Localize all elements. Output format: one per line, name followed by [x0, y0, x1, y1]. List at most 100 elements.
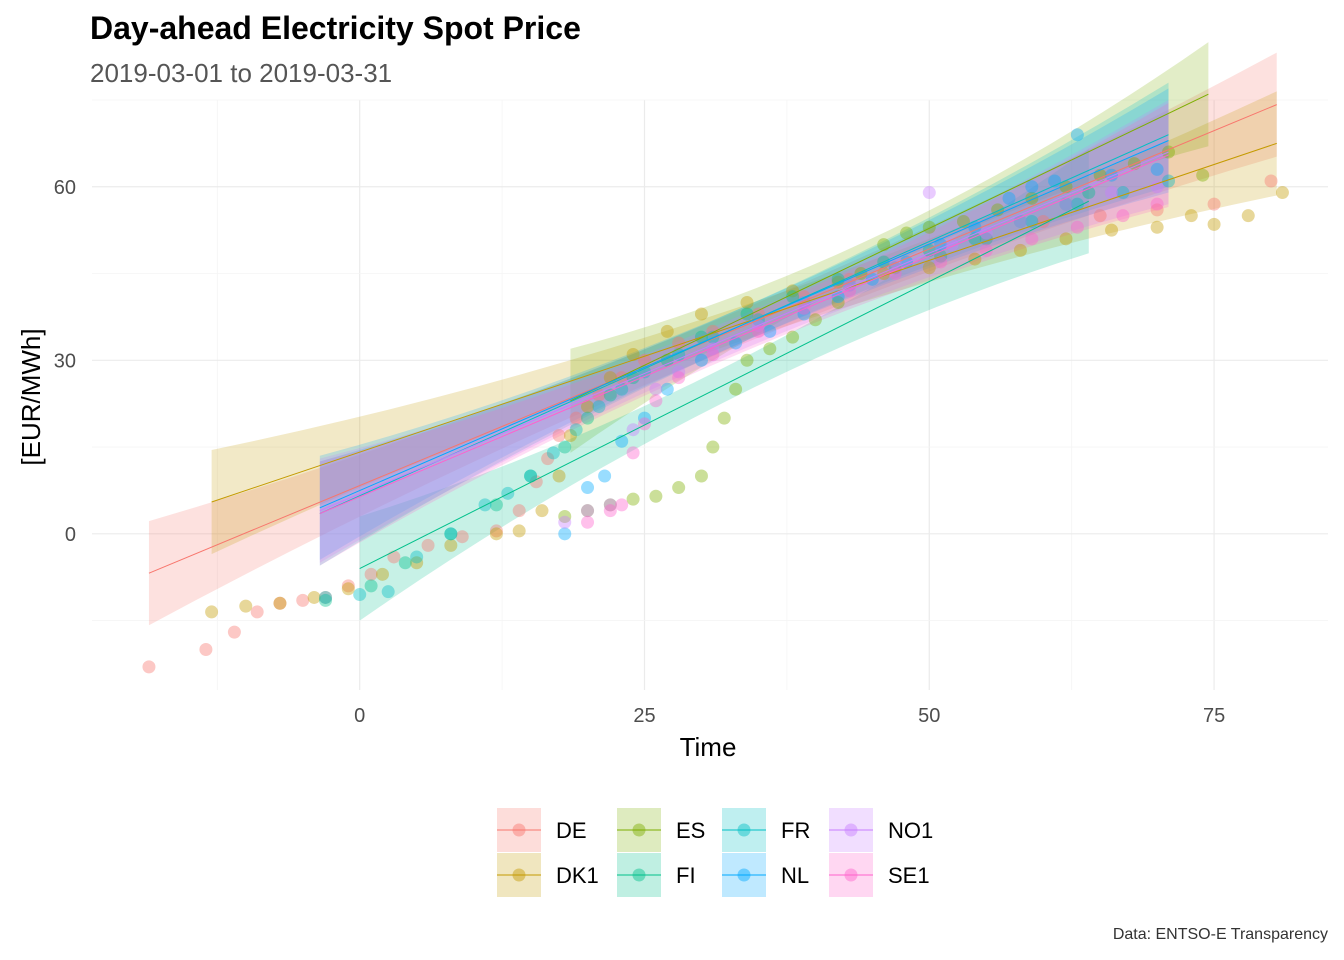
legend-key-point — [632, 823, 646, 837]
data-point-es — [808, 313, 822, 327]
data-point-dk1 — [1275, 186, 1289, 200]
data-point-dk1 — [626, 348, 640, 362]
data-point-no1 — [1150, 180, 1164, 194]
fit-line-dk1 — [211, 142, 1277, 503]
data-point-fi — [444, 527, 458, 541]
data-point-dk1 — [341, 582, 355, 596]
data-point-de — [1207, 197, 1221, 211]
data-point-dk1 — [1105, 223, 1119, 237]
x-axis-title: Time — [680, 732, 737, 762]
data-point-nl — [1002, 191, 1016, 205]
data-point-es — [740, 353, 754, 367]
data-point-se1 — [637, 417, 651, 431]
data-point-dk1 — [922, 261, 936, 275]
data-point-se1 — [649, 394, 663, 408]
data-point-fr — [1070, 197, 1084, 211]
data-point-se1 — [1025, 232, 1039, 246]
data-point-es — [717, 411, 731, 425]
data-point-fr — [592, 400, 606, 414]
data-point-fi — [489, 498, 503, 512]
data-point-fi — [558, 440, 572, 454]
data-point-de — [421, 538, 435, 552]
data-point-se1 — [615, 498, 629, 512]
data-point-dk1 — [375, 567, 389, 581]
x-tick-label: 25 — [633, 705, 655, 727]
data-point-fi — [786, 290, 800, 304]
legend-label: NL — [781, 863, 809, 888]
data-point-nl — [1150, 162, 1164, 176]
data-point-es — [922, 220, 936, 234]
data-point-dk1 — [581, 400, 595, 414]
data-point-dk1 — [660, 324, 674, 338]
data-point-no1 — [626, 423, 640, 437]
data-point-no1 — [649, 382, 663, 396]
data-points — [142, 128, 1289, 674]
data-point-nl — [1025, 180, 1039, 194]
data-point-dk1 — [1150, 220, 1164, 234]
legend-item-es: ES — [617, 808, 705, 852]
data-point-dk1 — [1241, 209, 1255, 223]
data-point-fr — [569, 423, 583, 437]
data-point-nl — [637, 411, 651, 425]
y-tick-label: 60 — [54, 177, 76, 199]
data-point-es — [877, 238, 891, 252]
data-point-se1 — [626, 446, 640, 460]
legend-key-point — [512, 868, 526, 882]
data-point-dk1 — [552, 469, 566, 483]
data-point-es — [672, 481, 686, 495]
data-point-dk1 — [694, 307, 708, 321]
data-point-no1 — [979, 226, 993, 240]
data-point-de — [512, 504, 526, 518]
data-point-de — [489, 524, 503, 538]
data-point-es — [1196, 168, 1210, 182]
data-point-dk1 — [1184, 209, 1198, 223]
data-point-de — [273, 596, 287, 610]
legend-item-no1: NO1 — [829, 808, 933, 852]
data-point-se1 — [672, 371, 686, 385]
data-point-se1 — [843, 284, 857, 298]
data-point-fi — [1059, 197, 1073, 211]
data-point-nl — [900, 255, 914, 269]
data-point-dk1 — [410, 556, 424, 570]
legend-label: FR — [781, 818, 810, 843]
legend-key-point — [844, 823, 858, 837]
data-point-no1 — [1013, 214, 1027, 228]
data-point-es — [558, 509, 572, 523]
fit-line-se1 — [319, 154, 1169, 515]
data-point-dk1 — [786, 284, 800, 298]
legend-label: FI — [676, 863, 696, 888]
data-point-dk1 — [563, 428, 577, 442]
data-point-dk1 — [1207, 217, 1221, 231]
legend-item-fr: FR — [722, 808, 810, 852]
data-point-es — [581, 504, 595, 518]
data-point-se1 — [1116, 209, 1130, 223]
data-point-fi — [626, 371, 640, 385]
data-point-de — [552, 428, 566, 442]
data-point-fr — [615, 382, 629, 396]
data-point-de — [364, 567, 378, 581]
legend-key-point — [737, 823, 751, 837]
data-point-de — [319, 590, 333, 604]
data-point-es — [706, 440, 720, 454]
data-point-de — [569, 411, 583, 425]
legend-key-point — [844, 868, 858, 882]
data-point-fi — [581, 411, 595, 425]
data-point-dk1 — [512, 524, 526, 538]
data-point-de — [142, 660, 156, 674]
data-point-dk1 — [535, 504, 549, 518]
data-point-de — [529, 475, 543, 489]
data-point-fr — [546, 446, 560, 460]
data-point-se1 — [751, 324, 765, 338]
x-tick-label: 0 — [354, 705, 365, 727]
data-point-es — [603, 498, 617, 512]
data-point-se1 — [1150, 197, 1164, 211]
chart-subtitle: 2019-03-01 to 2019-03-31 — [90, 58, 393, 88]
data-point-de — [296, 593, 310, 607]
legend-item-de: DE — [497, 808, 587, 852]
legend-label: DE — [556, 818, 587, 843]
data-point-nl — [763, 324, 777, 338]
data-point-nl — [694, 353, 708, 367]
data-point-fr — [501, 486, 515, 500]
data-point-fi — [398, 556, 412, 570]
